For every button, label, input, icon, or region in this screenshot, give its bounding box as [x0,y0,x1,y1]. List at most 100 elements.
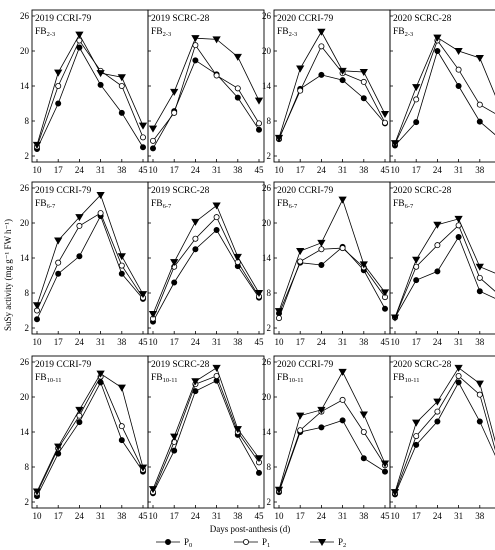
point-p2-5 [254,455,264,463]
point-p2-1 [170,259,179,267]
x-tick-label: 45 [139,165,149,175]
branch-label: FB10-11 [393,373,420,384]
y-tick-label: 8 [267,116,272,126]
series-p0 [275,417,388,496]
legend-label: P1 [262,537,270,549]
point-p2-2 [317,406,326,414]
point-p0-0 [34,316,41,323]
y-tick-label: 2 [267,323,272,333]
panel-label: 2019 SCRC-28 [151,14,210,24]
series-line-p0 [36,215,144,320]
x-tick-label: 17 [54,337,64,347]
point-p0-1 [171,279,178,286]
point-p2-3 [454,364,463,372]
series-line-p0 [36,381,144,497]
point-p1-5 [381,119,388,126]
point-p0-2 [192,57,199,64]
series-p2 [390,364,495,497]
y-tick-label: 20 [262,46,272,56]
point-p2-5 [138,291,148,299]
y-tick-label: 14 [20,427,30,437]
series-line-p0 [278,246,386,314]
point-p1-3 [213,72,220,79]
point-p0-2 [76,253,83,260]
series-p2 [274,196,390,316]
x-tick-label: 10 [275,511,285,521]
point-p1-3 [455,372,462,379]
point-p0-4 [234,94,241,101]
point-p2-1 [296,412,305,420]
x-tick-label: 45 [381,337,391,347]
series-line-p1 [152,216,260,319]
series-line-p2 [152,204,260,315]
point-p1-4 [234,85,241,92]
point-p0-4 [476,288,483,295]
point-p0-1 [413,119,420,126]
series-p2 [148,202,264,319]
series-line-p0 [394,381,495,495]
point-p2-3 [212,36,221,44]
x-tick-label: 10 [149,337,159,347]
point-p2-4 [475,55,484,63]
y-tick-label: 20 [20,218,30,228]
point-p2-1 [170,433,179,441]
point-p2-3 [96,70,105,78]
branch-label: FB2-3 [277,27,297,38]
x-tick-label: 17 [54,165,64,175]
subplot-2019-ccri-79-fb10-11: 2 8 14 20 26 10 17 24 31 38 45 2019 CCRI-79 FB10-11 [20,355,149,521]
x-tick-label: 31 [212,165,221,175]
subplot-2019-scrc-28-fb6-7: 10 17 24 31 38 45 2019 SCRC-28 FB6-7 [147,181,265,347]
point-p0-3 [455,233,462,240]
panel-label: 2019 CCRI-79 [35,14,91,24]
point-p1-1 [297,258,304,265]
point-p1-1 [171,109,178,116]
series-p2 [274,368,390,494]
x-tick-label: 31 [96,511,105,521]
panel-label: 2020 CCRI-79 [277,186,333,196]
panel-label: 2020 SCRC-28 [393,14,452,24]
x-tick-label: 24 [75,337,85,347]
x-tick-label: 31 [212,337,221,347]
point-p2-4 [475,380,484,388]
point-p2-1 [296,248,305,256]
x-tick-label: 17 [170,337,180,347]
series-p1 [391,37,495,147]
point-p2-4 [233,53,242,61]
point-p2-1 [54,69,63,77]
x-tick-label: 38 [475,165,485,175]
series-p1 [275,43,388,142]
branch-label: FB2-3 [151,27,171,38]
subplot-2020-ccri-79-fb2-3: 2 8 14 20 26 10 17 24 31 38 45 2020 CCRI-79 FB2-3 [262,9,391,175]
point-p1-2 [318,246,325,253]
point-p2-1 [170,88,179,96]
series-line-p1 [36,212,144,311]
x-tick-label: 31 [454,511,463,521]
point-p2-0 [148,486,158,494]
point-p1-2 [76,412,83,419]
panel-label: 2019 SCRC-28 [151,360,210,370]
point-p0-4 [118,270,125,277]
y-tick-label: 14 [262,427,272,437]
panel-label: 2019 CCRI-79 [35,360,91,370]
point-p1-4 [476,391,483,398]
point-p1-1 [55,259,62,266]
series-line-p0 [394,236,495,318]
branch-label: FB6-7 [35,199,56,210]
point-p1-4 [360,428,367,435]
point-p2-1 [54,237,63,245]
series-p0 [149,226,262,325]
point-p1-2 [434,408,441,415]
x-tick-label: 38 [233,337,243,347]
x-tick-label: 38 [359,165,369,175]
point-p0-1 [413,441,420,448]
branch-label: FB2-3 [393,27,413,38]
x-tick-label: 24 [191,511,201,521]
series-line-p1 [278,399,386,492]
legend-label: P0 [184,537,192,549]
series-line-p0 [36,46,144,150]
point-p0-5 [381,468,388,475]
point-p2-5 [138,464,148,472]
